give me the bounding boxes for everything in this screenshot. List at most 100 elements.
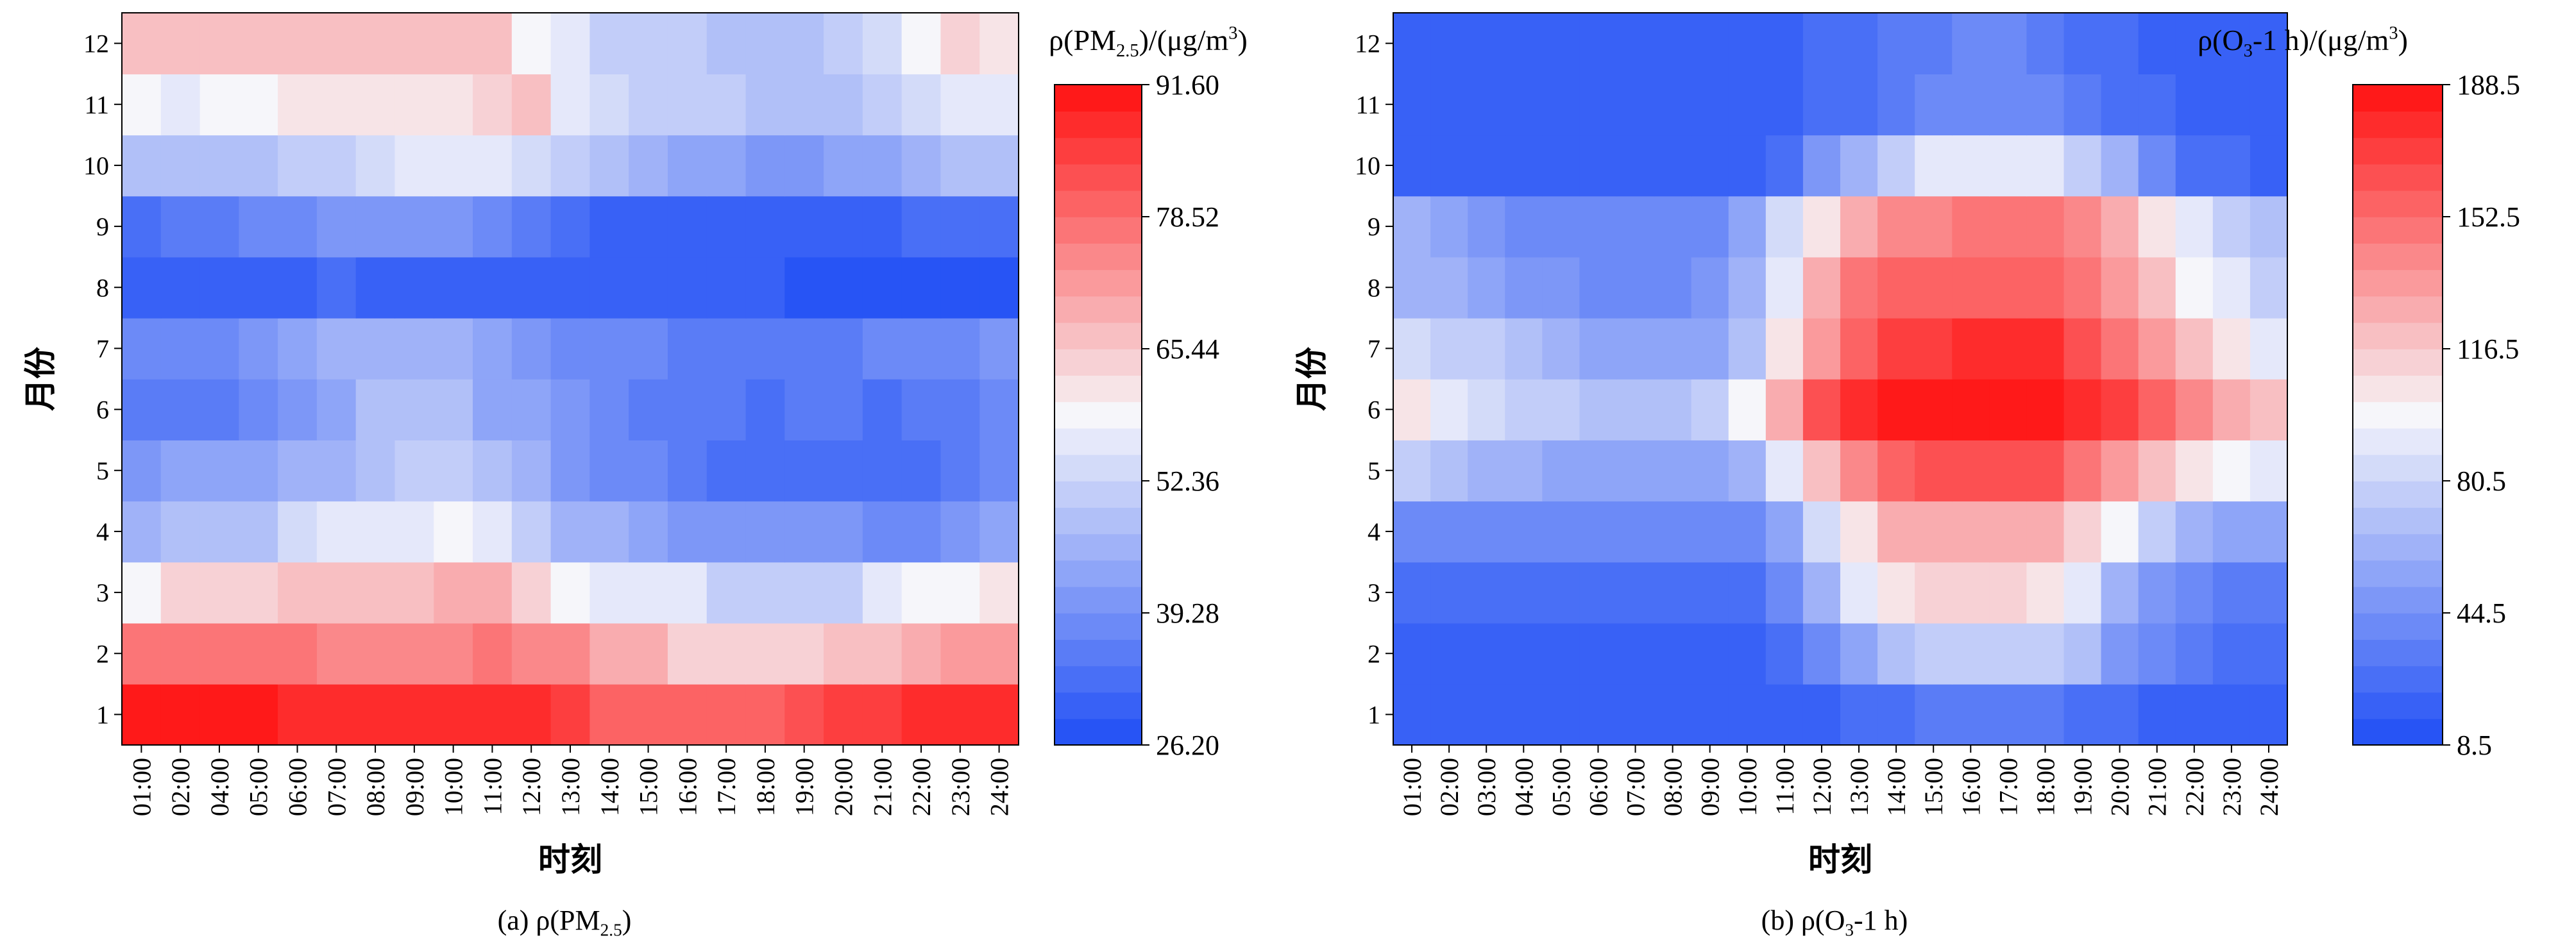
x-tick-label: 14:00 (1882, 758, 1911, 816)
heatmap-cell (629, 13, 668, 74)
heatmap-cell (1393, 196, 1431, 258)
colorbar-level (1055, 507, 1142, 535)
heatmap-cell (278, 623, 318, 685)
heatmap-cell (1542, 135, 1580, 197)
colorbar-level (2353, 401, 2443, 429)
heatmap-cell (667, 379, 708, 440)
heatmap-cell (1989, 13, 2028, 74)
heatmap-cell (979, 683, 1019, 746)
heatmap-cell (1579, 74, 1618, 136)
heatmap-cell (745, 74, 786, 136)
heatmap-cell (940, 623, 981, 685)
heatmap-cell (394, 562, 435, 624)
heatmap-cell (1840, 623, 1878, 685)
heatmap-cell (1802, 13, 1841, 74)
heatmap-cell (940, 501, 981, 563)
colorbar-level (1055, 190, 1142, 217)
heatmap-cell (1765, 379, 1804, 440)
heatmap-cell (667, 74, 708, 136)
heatmap-cell (979, 13, 1019, 74)
heatmap-cell (122, 562, 162, 624)
heatmap-cell (667, 562, 708, 624)
heatmap-cell (160, 683, 201, 746)
heatmap-cell (784, 379, 824, 440)
heatmap-cell (434, 379, 473, 440)
colorbar-level (1055, 586, 1142, 614)
heatmap-cell (278, 379, 318, 440)
x-tick-label: 05:00 (244, 758, 273, 816)
heatmap-cell (1877, 379, 1915, 440)
heatmap-cell (1765, 683, 1804, 746)
heatmap-cell (434, 13, 473, 74)
heatmap-cell (1654, 135, 1692, 197)
heatmap-cell (2138, 74, 2176, 136)
heatmap-cell (629, 379, 668, 440)
heatmap-cell (667, 501, 708, 563)
heatmap-cell (1915, 562, 1953, 624)
heatmap-cell (1728, 683, 1767, 746)
heatmap-cell (1765, 562, 1804, 624)
heatmap-cell (316, 562, 357, 624)
x-tick-label: 17:00 (1994, 758, 2022, 816)
heatmap-cell (1579, 196, 1618, 258)
heatmap-cell (1654, 562, 1692, 624)
heatmap-cell (784, 562, 824, 624)
heatmap-cell (1393, 501, 1431, 563)
heatmap-cell (629, 74, 668, 136)
heatmap-cell (1616, 501, 1655, 563)
heatmap-cell (394, 623, 435, 685)
colorbar-level (1055, 349, 1142, 376)
heatmap-cell (2212, 74, 2251, 136)
heatmap-cell (1877, 135, 1915, 197)
heatmap-cell (629, 440, 668, 502)
heatmap-cell (355, 623, 396, 685)
heatmap-cell (199, 196, 240, 258)
colorbar-level (2353, 217, 2443, 244)
heatmap-cell (1728, 379, 1767, 440)
heatmap-cell (1728, 256, 1767, 319)
heatmap-cell (1542, 379, 1580, 440)
heatmap-cell (355, 317, 396, 380)
heatmap-cell (1728, 74, 1767, 136)
heatmap-cell (2026, 440, 2065, 502)
heatmap-cell (979, 623, 1019, 685)
colorbar-level (2353, 111, 2443, 138)
heatmap-cell (824, 562, 863, 624)
heatmap-cell (1505, 379, 1543, 440)
heatmap-cell (394, 683, 435, 746)
heatmap-cell (745, 135, 786, 197)
heatmap-cell (784, 440, 824, 502)
colorbar-tick-label: 52.36 (1156, 465, 1219, 497)
heatmap-cell (2063, 440, 2102, 502)
heatmap-cell (316, 317, 357, 380)
heatmap-cell (1393, 317, 1431, 380)
heatmap-cell (2175, 562, 2214, 624)
heatmap-cell (278, 440, 318, 502)
heatmap-cell (2026, 135, 2065, 197)
heatmap-cell (1952, 623, 1990, 685)
heatmap-cell (1430, 623, 1468, 685)
colorbar-level (1055, 375, 1142, 403)
heatmap-cell (1728, 562, 1767, 624)
y-tick-label: 11 (84, 90, 109, 119)
heatmap-cell (1989, 74, 2028, 136)
heatmap-cell (2212, 683, 2251, 746)
heatmap-cell (706, 13, 747, 74)
heatmap-cell (1840, 683, 1878, 746)
heatmap-cell (1802, 196, 1841, 258)
y-tick-label: 9 (96, 212, 109, 241)
heatmap-cell (2063, 683, 2102, 746)
heatmap-cell (511, 501, 552, 563)
heatmap-cell (1616, 13, 1655, 74)
colorbar-level (1055, 111, 1142, 138)
heatmap-cell (1579, 256, 1618, 319)
heatmap-cell (1505, 623, 1543, 685)
x-tick-label: 18:00 (751, 758, 780, 816)
heatmap-cell (940, 317, 981, 380)
heatmap-cell (239, 501, 278, 563)
y-tick-label: 5 (96, 456, 109, 485)
colorbar-level (2353, 375, 2443, 403)
heatmap-cell (550, 440, 591, 502)
heatmap-cell (589, 317, 629, 380)
heatmap-cell (940, 440, 981, 502)
